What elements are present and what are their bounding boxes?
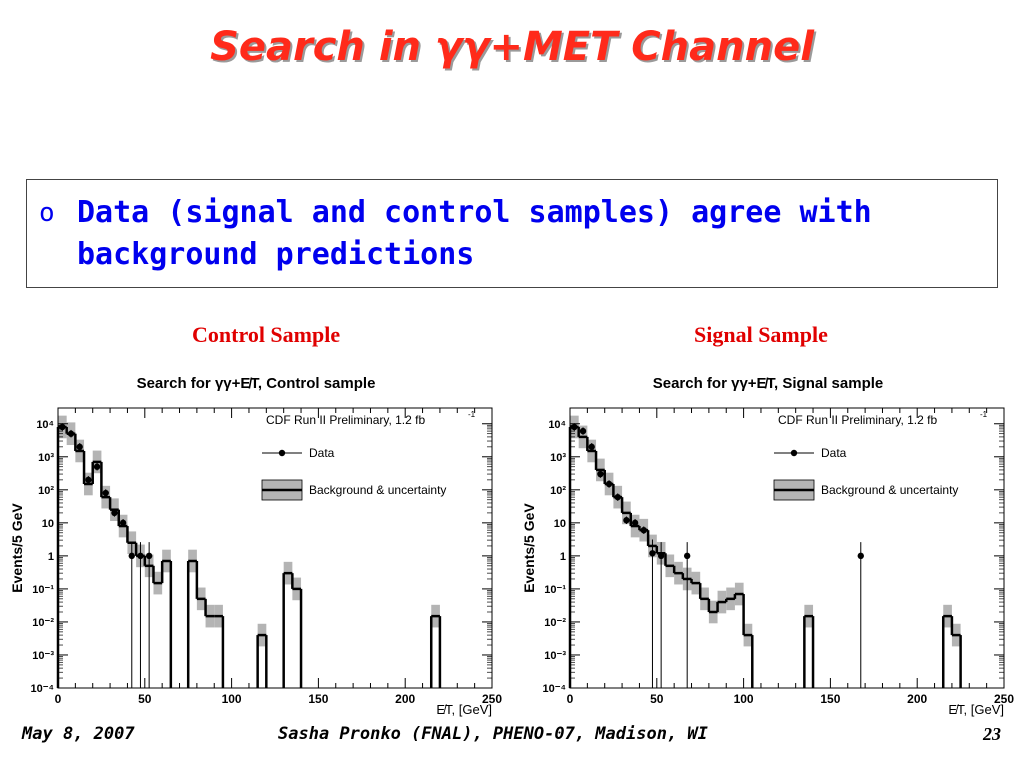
data-point xyxy=(93,463,101,470)
legend-data-label: Data xyxy=(309,446,335,460)
data-point xyxy=(128,552,135,560)
y-axis-label: Events/5 GeV xyxy=(521,503,537,593)
y-tick-label: 10⁴ xyxy=(548,419,566,431)
page-number: 23 xyxy=(983,724,1001,744)
y-tick-label: 10 xyxy=(42,518,54,530)
y-tick-label: 1 xyxy=(48,551,54,563)
legend-band-label: Background & uncertainty xyxy=(821,483,958,497)
data-point xyxy=(631,519,639,527)
y-tick-label: 10⁻¹ xyxy=(32,584,54,596)
plot-frame xyxy=(57,407,493,689)
data-point xyxy=(588,443,595,451)
slide-title: Search in γγ+MET Channel xyxy=(210,24,814,70)
bullet-text: Data (signal and control samples) agree … xyxy=(77,195,872,272)
legend-data-marker xyxy=(790,449,798,457)
x-tick-label: 200 xyxy=(395,692,415,706)
signal-sample-chart: Search for γγ+E̸T, Signal sample Events/5… xyxy=(521,375,1014,717)
chart-annotation: CDF Run II Preliminary, 1.2 fb xyxy=(266,413,425,427)
data-point xyxy=(597,470,604,478)
annotation-exponent: -1 xyxy=(980,410,988,419)
x-tick-label: 50 xyxy=(650,692,664,706)
y-tick-label: 10² xyxy=(38,485,54,497)
y-tick-label: 10⁻⁴ xyxy=(543,683,566,695)
legend-band-label: Background & uncertainty xyxy=(309,483,446,497)
data-point xyxy=(137,552,144,560)
data-point xyxy=(85,476,92,484)
x-axis-label: E̸T, [GeV] xyxy=(436,702,492,717)
data-point xyxy=(683,552,691,560)
x-axis-label: E̸T, [GeV] xyxy=(948,702,1004,717)
footer-date: May 8, 2007 xyxy=(22,724,135,744)
y-axis-label: Events/5 GeV xyxy=(9,503,25,593)
y-tick-label: 10⁴ xyxy=(36,419,54,431)
bullet-box: o Data (signal and control samples) agre… xyxy=(26,179,998,288)
y-tick-label: 10³ xyxy=(550,452,566,464)
data-point xyxy=(614,493,621,501)
x-tick-label: 150 xyxy=(820,692,840,706)
annotation-exponent: -1 xyxy=(468,410,476,419)
signal-sample-label: Signal Sample xyxy=(694,322,828,347)
control-sample-chart: Search for γγ+E̸T, Control sample Events/… xyxy=(9,375,502,717)
y-tick-label: 10⁻⁴ xyxy=(31,683,54,695)
control-sample-label: Control Sample xyxy=(192,322,341,347)
y-tick-label: 1 xyxy=(560,551,566,563)
y-tick-label: 10⁻¹ xyxy=(544,584,566,596)
x-tick-label: 150 xyxy=(308,692,328,706)
data-point xyxy=(76,443,83,451)
y-tick-label: 10² xyxy=(550,485,566,497)
x-tick-label: 0 xyxy=(55,692,62,706)
y-tick-label: 10³ xyxy=(38,452,54,464)
chart-annotation: CDF Run II Preliminary, 1.2 fb xyxy=(778,413,937,427)
data-point xyxy=(657,552,665,560)
x-tick-label: 200 xyxy=(907,692,927,706)
data-point xyxy=(640,526,647,534)
data-point xyxy=(623,517,630,524)
data-point xyxy=(579,427,587,435)
data-point xyxy=(145,552,153,560)
x-tick-label: 100 xyxy=(222,692,242,706)
chart-title: Search for γγ+E̸T, Signal sample xyxy=(653,375,884,392)
x-tick-label: 100 xyxy=(734,692,754,706)
x-tick-label: 0 xyxy=(567,692,574,706)
y-tick-label: 10 xyxy=(554,518,566,530)
data-point xyxy=(119,519,127,527)
chart-title: Search for γγ+E̸T, Control sample xyxy=(137,375,376,392)
data-point xyxy=(605,480,613,488)
y-tick-label: 10⁻² xyxy=(544,617,566,629)
x-tick-label: 250 xyxy=(994,692,1014,706)
legend-data-label: Data xyxy=(821,446,847,460)
legend-data-marker xyxy=(278,449,286,457)
bullet-marker: o xyxy=(39,198,55,228)
y-tick-label: 10⁻³ xyxy=(544,650,566,662)
x-tick-label: 50 xyxy=(138,692,152,706)
y-tick-label: 10⁻³ xyxy=(32,650,54,662)
data-point xyxy=(111,509,118,517)
data-point xyxy=(857,552,864,560)
data-point xyxy=(102,489,109,497)
footer-author: Sasha Pronko (FNAL), PHENO-07, Madison, … xyxy=(278,724,708,744)
y-tick-label: 10⁻² xyxy=(32,617,54,629)
plot-frame xyxy=(569,407,1005,689)
data-point xyxy=(649,550,656,557)
x-tick-label: 250 xyxy=(482,692,502,706)
data-point xyxy=(67,430,75,437)
